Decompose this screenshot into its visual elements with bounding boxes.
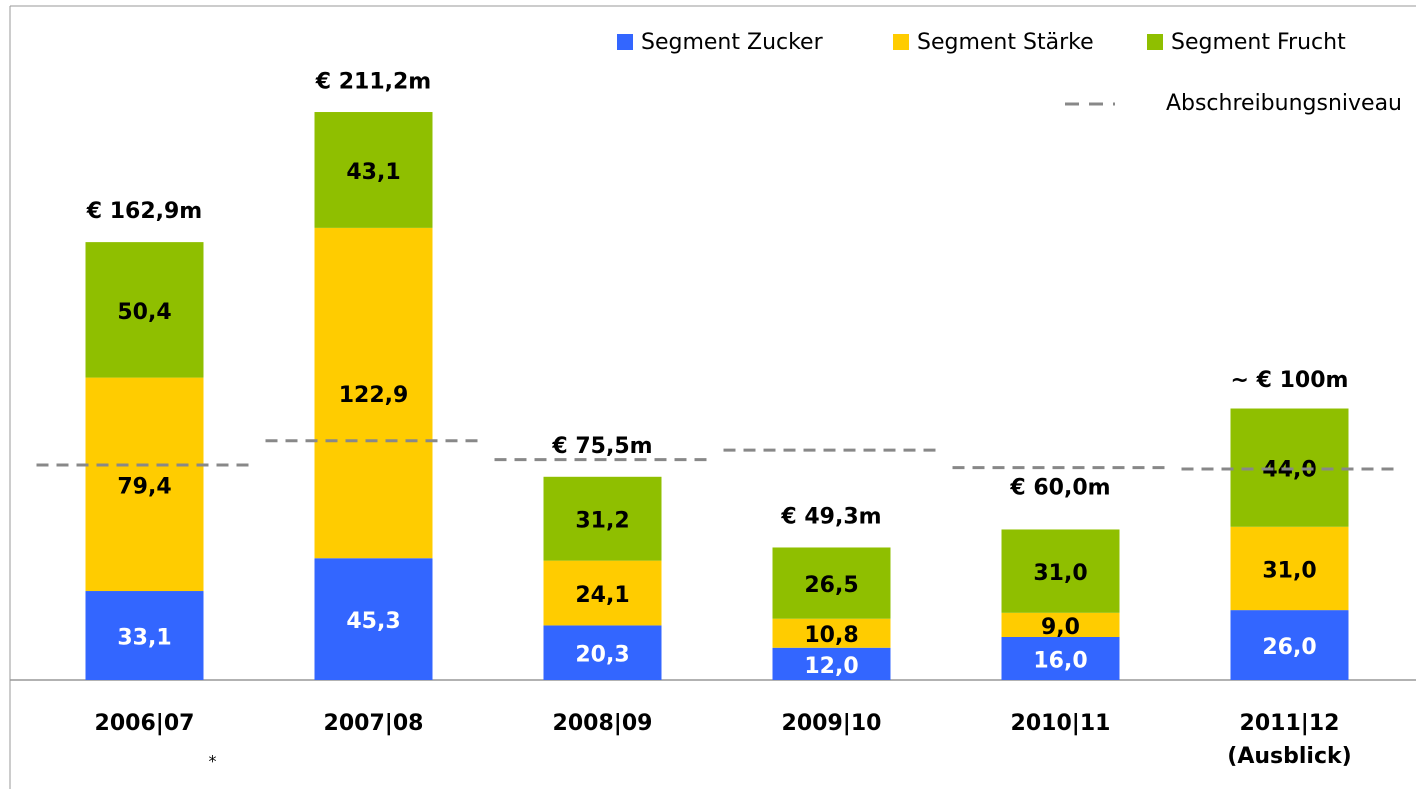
bar-segment	[1230, 526, 1349, 611]
value-label: 33,1	[117, 626, 171, 651]
total-label: € 75,5m	[551, 434, 652, 459]
legend-label: Segment Stärke	[917, 30, 1094, 55]
value-label: 31,0	[1262, 558, 1316, 583]
legend-label: Segment Zucker	[641, 30, 824, 55]
bar-segment	[543, 625, 662, 680]
value-label: 50,4	[117, 300, 171, 325]
value-label: 10,8	[804, 623, 858, 648]
value-label: 43,1	[346, 160, 400, 185]
total-label: € 162,9m	[86, 199, 202, 224]
total-label: ~ € 100m	[1231, 368, 1349, 393]
bar-segment	[1001, 636, 1120, 680]
bar-segment	[314, 112, 433, 228]
category-note: (Ausblick)	[1227, 744, 1351, 769]
value-label: 9,0	[1041, 615, 1080, 640]
bar-segment	[1001, 612, 1120, 637]
bar-segment	[543, 560, 662, 626]
bar-segment	[85, 242, 204, 378]
value-label: 20,3	[575, 643, 629, 668]
bar-segment	[314, 558, 433, 680]
bar-segment	[772, 618, 891, 648]
legend-swatch	[1147, 34, 1163, 50]
bar-segment	[543, 476, 662, 561]
bar-segment	[772, 647, 891, 680]
value-label: 24,1	[575, 583, 629, 608]
bar-segment	[85, 377, 204, 592]
total-label: € 60,0m	[1009, 476, 1110, 501]
bar-segment	[314, 227, 433, 559]
x-tick-label: 2006|07	[95, 711, 195, 736]
total-label: € 49,3m	[780, 504, 881, 529]
bar-segment	[772, 547, 891, 619]
value-label: 26,5	[804, 573, 858, 598]
value-label: 16,0	[1033, 648, 1087, 673]
legend-swatch	[617, 34, 633, 50]
value-label: 26,0	[1262, 635, 1316, 660]
total-label: € 211,2m	[315, 69, 431, 94]
bar-segment	[1001, 529, 1120, 613]
value-label: 45,3	[346, 609, 400, 634]
legend-label: Segment Frucht	[1171, 30, 1346, 55]
x-tick-label: 2009|10	[782, 711, 882, 736]
value-label: 12,0	[804, 654, 858, 679]
value-label: 31,2	[575, 509, 629, 534]
bar-segment	[85, 591, 204, 680]
legend-label: Abschreibungsniveau	[1166, 91, 1402, 116]
x-tick-label: 2010|11	[1011, 711, 1111, 736]
value-label: 122,9	[339, 383, 409, 408]
x-tick-label: 2007|08	[324, 711, 424, 736]
legend-swatch	[893, 34, 909, 50]
x-tick-label: 2011|12	[1240, 711, 1340, 736]
value-label: 31,0	[1033, 561, 1087, 586]
value-label: 79,4	[117, 474, 171, 499]
x-tick-label: 2008|09	[553, 711, 653, 736]
category-note: *	[209, 752, 217, 771]
bar-segment	[1230, 610, 1349, 680]
